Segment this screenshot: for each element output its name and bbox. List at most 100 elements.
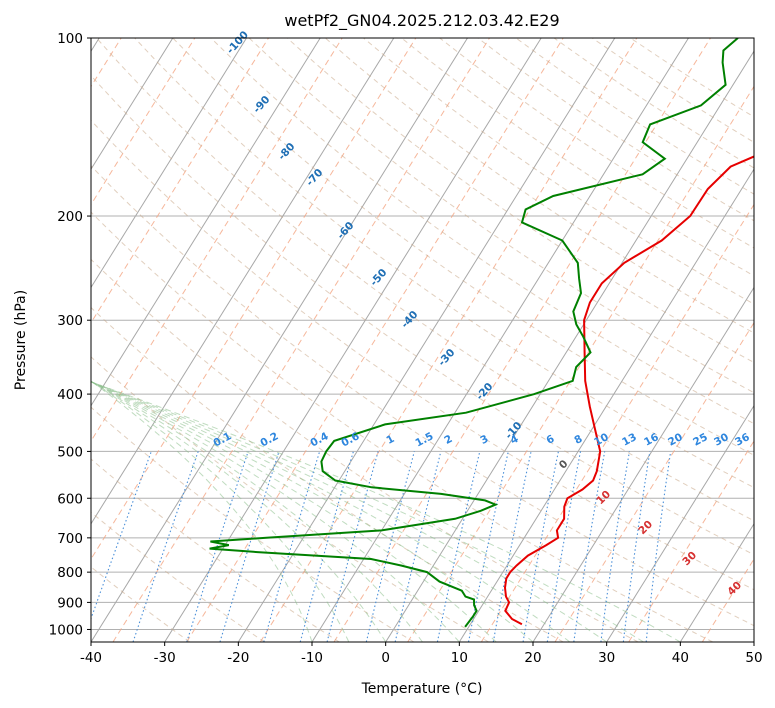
- x-tick-label: -20: [227, 650, 249, 666]
- dry-adiabat: [91, 165, 754, 627]
- dashed-isotherm: [91, 38, 343, 442]
- dry-adiabat: [439, 38, 754, 249]
- dry-adiabat: [363, 38, 754, 305]
- mixing-ratio-label: 10: [592, 431, 611, 448]
- x-tick-label: -10: [301, 650, 323, 666]
- y-tick-label: 1000: [49, 622, 83, 638]
- x-ticks: -40 -30 -20 -10 0 10 20 30 40 50: [80, 642, 763, 666]
- dashed-isotherm: [186, 38, 564, 642]
- isotherm-label: -20: [474, 381, 496, 403]
- mixing-ratio-line: [573, 451, 606, 642]
- dry-adiabat: [172, 38, 754, 456]
- x-tick-label: 30: [598, 650, 615, 666]
- skewed-isotherm: [164, 38, 542, 642]
- mixing-ratio-line: [219, 451, 280, 642]
- mixing-ratio-label: 2: [442, 433, 454, 447]
- dashed-isotherm: [91, 38, 196, 206]
- moist-adiabat: [91, 380, 313, 642]
- isotherm-label: -80: [276, 141, 298, 163]
- x-axis-label: Temperature (°C): [361, 681, 483, 697]
- moist-adiabat: [91, 380, 423, 642]
- plot-frame: [90, 37, 755, 643]
- dry-adiabat: [324, 38, 754, 334]
- y-tick-label: 800: [57, 565, 83, 581]
- isotherm-label: -40: [399, 309, 421, 331]
- moist-adiabat: [91, 381, 534, 642]
- moist-adiabat: [91, 381, 681, 642]
- y-tick-label: 600: [57, 491, 83, 507]
- temperature-label: 30: [680, 549, 699, 568]
- dashed-isotherm: [628, 440, 754, 642]
- skewed-isotherm: [606, 404, 754, 642]
- dry-adiabat: [515, 38, 754, 195]
- mixing-ratio-line: [263, 451, 321, 642]
- temperature-label: 20: [636, 518, 655, 537]
- mixing-ratio-label: 0.2: [258, 430, 280, 449]
- mixing-ratio-label: 13: [620, 431, 639, 448]
- moist-adiabat: [91, 380, 460, 642]
- series-layer: [209, 38, 754, 628]
- x-tick-label: -40: [80, 650, 102, 666]
- dry-adiabat: [134, 38, 754, 489]
- mixing-ratio-line: [645, 451, 672, 642]
- mixing-ratio-line: [622, 451, 651, 642]
- mixing-ratio-label: 1: [384, 433, 396, 447]
- mixing-ratio-line: [326, 451, 379, 642]
- dry-adiabat: [91, 119, 754, 591]
- dashed-isotherm: [554, 321, 754, 642]
- dashed-isotherm: [407, 85, 754, 642]
- y-tick-label: 900: [57, 595, 83, 611]
- moist-adiabat: [91, 380, 350, 642]
- x-tick-label: -30: [154, 650, 176, 666]
- x-tick-label: 50: [745, 650, 762, 666]
- skewed-isotherm: [91, 38, 174, 171]
- y-tick-label: 300: [57, 313, 83, 329]
- dry-adiabat: [630, 38, 754, 118]
- isotherm-label: -30: [436, 347, 458, 369]
- dry-adiabat: [91, 511, 265, 642]
- mixing-ratio-line: [365, 451, 415, 642]
- skewed-isotherm: [753, 641, 754, 642]
- y-tick-label: 500: [57, 444, 83, 460]
- skewed-isotherm: [532, 286, 754, 642]
- dashed-isotherm: [480, 203, 754, 642]
- dry-adiabat: [91, 458, 340, 642]
- x-tick-label: 20: [524, 650, 541, 666]
- dashed-isotherm: [333, 38, 711, 642]
- mixing-ratio-label: 30: [712, 431, 731, 448]
- dry-adiabat: [91, 306, 564, 642]
- skewed-isotherm: [237, 38, 616, 642]
- dewpoint-profile: [209, 38, 739, 628]
- skewed-isotherm: [91, 38, 247, 289]
- dry-adiabat: [96, 38, 754, 522]
- skewed-isotherm: [91, 38, 468, 642]
- x-tick-label: 0: [381, 650, 390, 666]
- y-tick-label: 100: [57, 31, 83, 47]
- dashed-isotherm: [259, 38, 638, 642]
- mixing-ratio-label: 0.4: [308, 430, 330, 449]
- dashed-isotherm: [91, 38, 269, 324]
- y-ticks: 1000 900 800 700 600 500 400 300 200 100: [49, 31, 91, 638]
- dry-adiabat: [248, 38, 754, 394]
- isotherm-label: -60: [335, 220, 357, 242]
- x-tick-label: 10: [451, 650, 468, 666]
- dry-adiabat: [286, 38, 754, 364]
- dry-adiabat: [91, 356, 489, 642]
- dry-adiabat: [91, 211, 713, 642]
- temperature-label: 0: [557, 458, 571, 472]
- mixing-ratio-label: 3: [478, 433, 490, 447]
- isotherm-label: -70: [304, 167, 326, 189]
- dashed-isotherm: [701, 558, 754, 642]
- x-tick-label: 40: [672, 650, 689, 666]
- mixing-ratio-label: 20: [666, 431, 685, 448]
- mixing-ratio-line: [91, 451, 152, 621]
- moist-adiabat: [91, 381, 607, 642]
- moist-adiabat: [91, 380, 387, 642]
- skewed-isotherm: [385, 50, 754, 642]
- temperature-profile: [503, 155, 754, 626]
- dry-adiabat: [91, 74, 754, 556]
- mixing-ratio-line: [186, 451, 249, 642]
- mixing-ratio-label: 4: [508, 433, 520, 447]
- skewed-isotherm: [458, 168, 754, 642]
